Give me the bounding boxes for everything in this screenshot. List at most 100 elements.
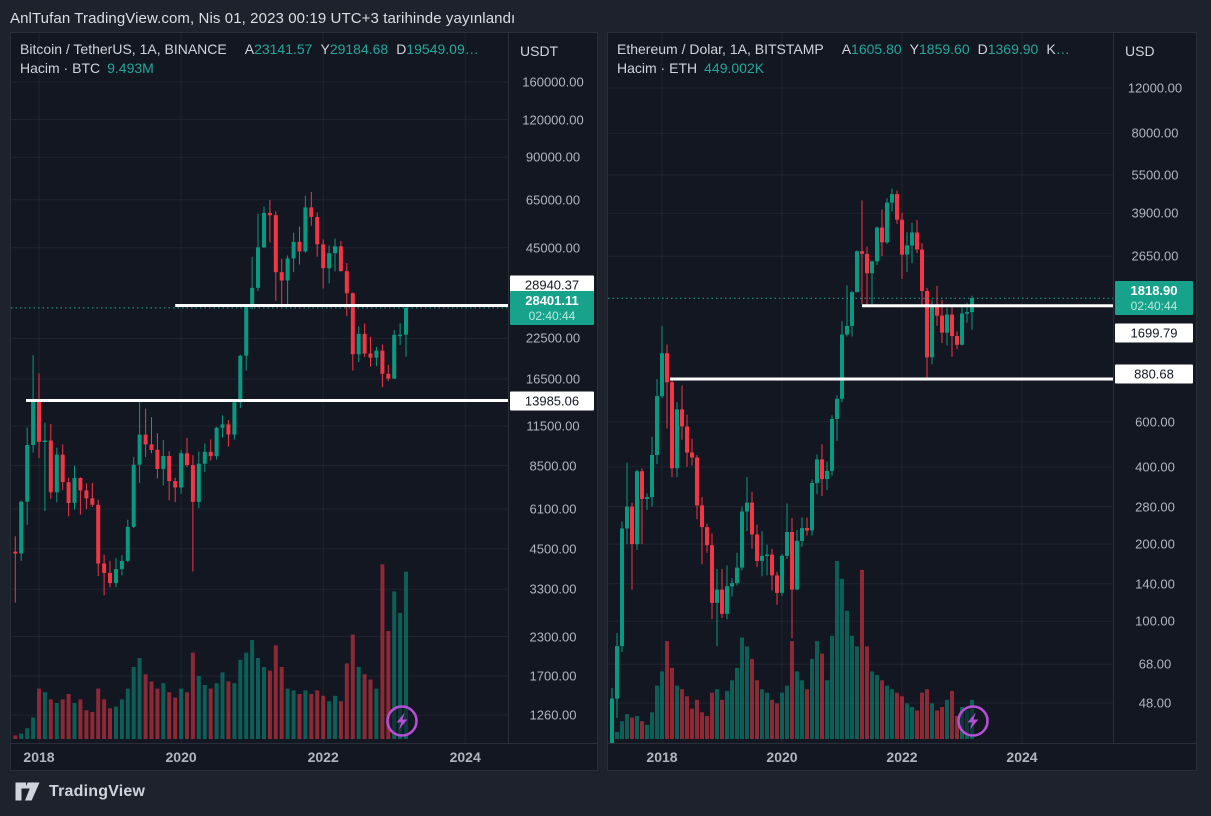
eth-symbol-title[interactable]: Ethereum / Dolar, 1A, BITSTAMP xyxy=(617,41,824,57)
ohlc-value: 1369.90 xyxy=(987,41,1039,57)
footer-brand-text: TradingView xyxy=(49,782,146,800)
ohlc-letter: D xyxy=(396,41,407,57)
price-axis-tick: 140.00 xyxy=(1135,576,1175,592)
price-axis-tick: 16500.00 xyxy=(525,371,581,387)
price-lines-layer[interactable] xyxy=(26,304,509,402)
ohlc-letter: D xyxy=(977,41,988,57)
time-axis-year-label: 2024 xyxy=(1006,749,1038,765)
price-axis-tick: 2650.00 xyxy=(1131,248,1179,264)
price-axis-tick: 5500.00 xyxy=(1131,167,1179,183)
eth-legend-row-volume: Hacim · ETH 449.002K xyxy=(617,59,1070,78)
ohlc-letter: Y xyxy=(909,41,919,57)
eth-plot-area[interactable]: Ethereum / Dolar, 1A, BITSTAMP A1605.80 Y1… xyxy=(608,33,1114,743)
ohlc-value: 23141.57 xyxy=(254,41,313,57)
price-line-tag: 880.68 xyxy=(1115,364,1193,384)
eth-price-axis[interactable]: USD 12000.00 8000.00 5500.00 3900.00 2650.00… xyxy=(1113,33,1196,743)
eth-candles-svg xyxy=(608,33,1114,743)
grid-layer xyxy=(608,33,1114,743)
time-axis-year-label: 2020 xyxy=(766,749,798,765)
eth-chart-pane: Ethereum / Dolar, 1A, BITSTAMP A1605.80 Y1… xyxy=(607,32,1197,771)
price-axis-tick: 8000.00 xyxy=(1131,125,1179,141)
price-axis-tick: 8500.00 xyxy=(529,458,577,474)
price-axis-tick: 68.00 xyxy=(1138,656,1172,672)
btc-candles-svg xyxy=(11,33,509,743)
price-axis-tick: 160000.00 xyxy=(522,74,584,90)
lightning-icon xyxy=(386,705,418,737)
ohlc-letter: K xyxy=(1046,41,1056,57)
price-axis-tick: 4500.00 xyxy=(529,541,577,557)
ohlc-value: 19549.09… xyxy=(406,41,479,57)
candles-layer xyxy=(610,188,974,743)
eth-ohlc-values: A1605.80 Y1859.60 D1369.90 K… xyxy=(834,41,1070,57)
btc-ohlc-values: A23141.57 Y29184.68 D19549.09… xyxy=(237,41,479,57)
price-line-tag: 13985.06 xyxy=(510,391,594,410)
price-axis-tick: 2300.00 xyxy=(529,629,577,644)
price-axis-tick: 6100.00 xyxy=(529,501,577,517)
btc-volume-label[interactable]: Hacim · BTC xyxy=(20,60,101,76)
price-axis-tick: 3900.00 xyxy=(1131,205,1179,221)
time-axis-year-label: 2018 xyxy=(23,749,55,765)
eth-volume-label[interactable]: Hacim · ETH xyxy=(617,60,698,76)
boost-lightning-button[interactable] xyxy=(954,702,992,740)
time-axis-year-label: 2020 xyxy=(165,749,197,765)
ohlc-value: 1859.60 xyxy=(919,41,970,57)
eth-legend-row-symbol: Ethereum / Dolar, 1A, BITSTAMP A1605.80 Y1… xyxy=(617,40,1070,59)
price-axis-tick: 100.00 xyxy=(1135,613,1175,629)
price-axis-tick: 3300.00 xyxy=(529,581,577,597)
footer-brand-link[interactable]: TradingView xyxy=(14,780,145,803)
current-price-value: 28401.11 xyxy=(525,292,579,308)
eth-axis-currency: USD xyxy=(1125,43,1155,59)
price-axis-tick: 280.00 xyxy=(1135,499,1175,515)
bar-countdown: 02:40:44 xyxy=(1130,299,1178,314)
btc-axis-currency: USDT xyxy=(520,43,559,59)
price-axis-tick: 400.00 xyxy=(1135,459,1175,475)
grid-layer xyxy=(11,33,509,743)
time-axis-year-label: 2022 xyxy=(307,749,339,765)
btc-chart-pane: Bitcoin / TetherUS, 1A, BINANCE A23141.57… xyxy=(10,32,598,771)
bar-countdown: 02:40:44 xyxy=(528,308,576,323)
price-axis-tick: 120000.00 xyxy=(522,112,584,128)
eth-time-axis[interactable]: 2018 2020 2022 2024 xyxy=(608,743,1196,771)
ohlc-letter: A xyxy=(841,41,852,57)
current-price-tag: 1818.90 02:40:44 xyxy=(1115,281,1193,316)
price-axis-tick: 65000.00 xyxy=(525,192,581,208)
ohlc-letter: A xyxy=(244,41,255,57)
btc-price-axis[interactable]: USDT 160000.00 120000.00 90000.00 65000.00 4… xyxy=(508,33,597,743)
price-axis-tick: 12000.00 xyxy=(1127,80,1183,96)
price-axis-tick: 48.00 xyxy=(1138,695,1172,711)
price-axis-tick: 200.00 xyxy=(1135,536,1175,552)
price-line-tag: 28940.37 xyxy=(510,275,594,294)
btc-time-axis[interactable]: 2018 2020 2022 2024 xyxy=(11,743,597,771)
eth-volume-value: 449.002K xyxy=(704,60,765,76)
ohlc-value: 29184.68 xyxy=(329,41,389,57)
tradingview-logo-icon xyxy=(15,782,40,801)
candles-layer xyxy=(13,191,408,603)
boost-lightning-button[interactable] xyxy=(383,702,421,740)
publication-header: AnlTufan TradingView.com, Nis 01, 2023 0… xyxy=(10,10,516,27)
current-price-value: 1818.90 xyxy=(1130,283,1178,299)
price-lines-layer[interactable] xyxy=(670,304,1114,381)
btc-legend-row-volume: Hacim · BTC 9.493M xyxy=(20,59,479,78)
time-axis-year-label: 2018 xyxy=(646,749,678,765)
price-axis-tick: 600.00 xyxy=(1135,414,1175,430)
ohlc-value: … xyxy=(1055,41,1070,57)
price-line-tag: 1699.79 xyxy=(1115,323,1193,343)
btc-plot-area[interactable]: Bitcoin / TetherUS, 1A, BINANCE A23141.57… xyxy=(11,33,509,743)
price-axis-tick: 1260.00 xyxy=(529,707,577,723)
price-axis-tick: 1700.00 xyxy=(529,668,577,684)
btc-volume-value: 9.493M xyxy=(107,60,154,76)
price-axis-tick: 45000.00 xyxy=(525,240,581,256)
eth-legend: Ethereum / Dolar, 1A, BITSTAMP A1605.80 Y1… xyxy=(617,40,1070,78)
ohlc-value: 1605.80 xyxy=(851,41,902,57)
current-price-tag: 28401.11 02:40:44 xyxy=(510,290,594,325)
btc-symbol-title[interactable]: Bitcoin / TetherUS, 1A, BINANCE xyxy=(20,41,227,57)
lightning-icon xyxy=(957,705,989,737)
ohlc-letter: Y xyxy=(320,41,330,57)
price-axis-tick: 90000.00 xyxy=(525,149,581,165)
volume-layer xyxy=(610,561,974,739)
price-axis-tick: 22500.00 xyxy=(525,330,581,346)
btc-legend: Bitcoin / TetherUS, 1A, BINANCE A23141.57… xyxy=(20,40,479,78)
volume-layer xyxy=(13,564,408,739)
time-axis-year-label: 2024 xyxy=(449,749,481,765)
